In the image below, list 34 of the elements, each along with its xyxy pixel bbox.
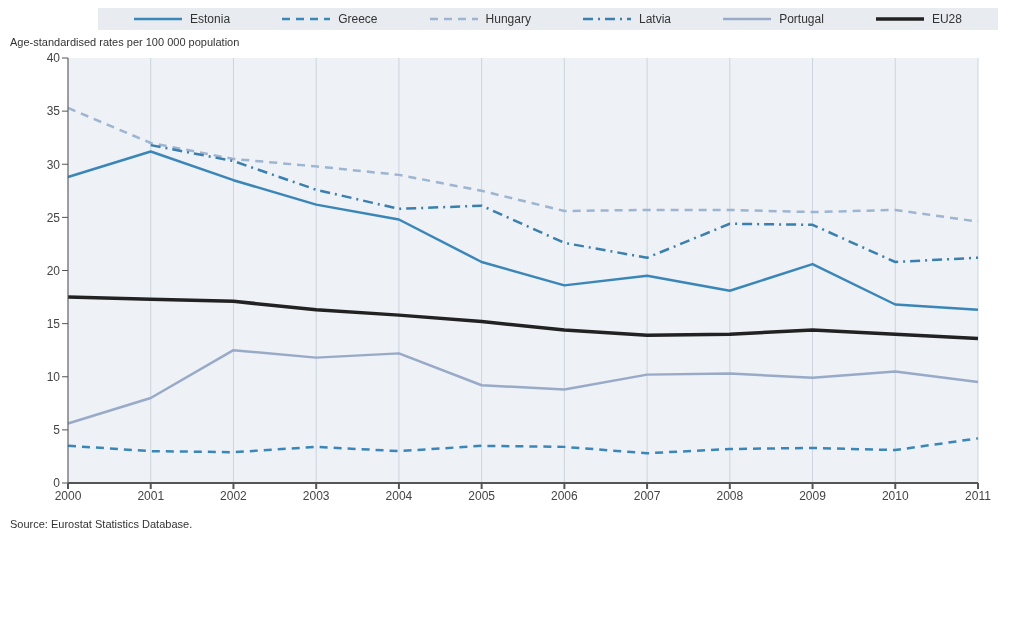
- x-tick-label: 2009: [799, 488, 827, 503]
- y-tick-label: 20: [46, 263, 61, 278]
- y-tick-label: 30: [46, 157, 61, 172]
- x-tick-label: 2002: [220, 488, 248, 503]
- x-tick-label: 2007: [633, 488, 661, 503]
- x-tick-label: 2006: [551, 488, 579, 503]
- legend-label: Portugal: [779, 12, 824, 26]
- x-tick-label: 2010: [881, 488, 909, 503]
- y-tick-label: 10: [46, 370, 61, 385]
- line-series: [66, 348, 980, 425]
- y-tick-label: 0: [53, 476, 61, 491]
- source-note: Source: Eurostat Statistics Database.: [10, 518, 194, 530]
- y-axis-title: Age-standardised rates per 100 000 population: [10, 36, 241, 48]
- x-tick-label: 2011: [965, 488, 992, 503]
- line-series: [66, 150, 980, 312]
- y-tick-label: 25: [46, 210, 61, 225]
- line-series: [66, 437, 980, 455]
- x-tick-label: 2000: [54, 488, 82, 503]
- legend-label: Greece: [338, 12, 378, 26]
- x-tick-label: 2008: [716, 488, 744, 503]
- y-tick-label: 15: [46, 316, 61, 331]
- y-tick-label: 35: [46, 104, 61, 119]
- x-tick-label: 2004: [385, 488, 413, 503]
- legend-label: EU28: [931, 12, 962, 26]
- line-series: [66, 295, 980, 341]
- x-tick-label: 2003: [302, 488, 330, 503]
- y-tick-label: 40: [46, 51, 61, 66]
- legend-label: Hungary: [485, 12, 531, 26]
- legend-label: Latvia: [639, 12, 672, 26]
- x-tick-label: 2005: [468, 488, 496, 503]
- line-series: [149, 143, 980, 264]
- legend-label: Estonia: [190, 12, 231, 26]
- x-tick-label: 2001: [137, 488, 165, 503]
- y-tick-label: 5: [53, 423, 61, 438]
